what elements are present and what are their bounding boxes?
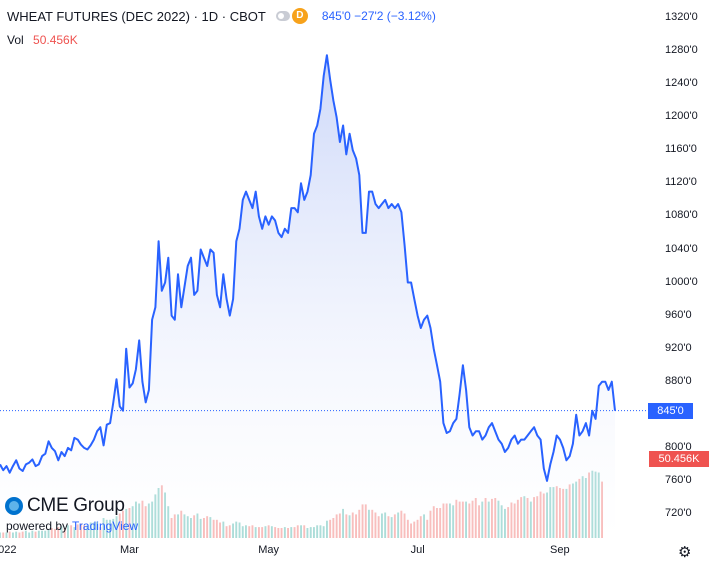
price-line bbox=[0, 54, 616, 482]
y-tick-label: 800'0 bbox=[665, 440, 692, 453]
gear-icon[interactable]: ⚙ bbox=[678, 544, 692, 561]
cme-globe-icon bbox=[5, 497, 23, 515]
price-change: 845'0 −27'2 (−3.12%) bbox=[321, 9, 436, 23]
tradingview-label: TradingView bbox=[72, 519, 139, 533]
y-tick-label: 880'0 bbox=[665, 374, 692, 387]
y-tick-label: 1320'0 bbox=[665, 11, 698, 23]
y-tick-label: 760'0 bbox=[665, 473, 692, 486]
dividend-badge[interactable]: D bbox=[291, 8, 308, 24]
y-tick-label: 1080'0 bbox=[665, 209, 698, 222]
powered-by-label: powered by bbox=[6, 519, 69, 533]
powered-by[interactable]: powered by TradingView bbox=[6, 519, 138, 533]
x-tick-label: 2022 bbox=[0, 544, 17, 556]
volume-value: 50.456K bbox=[33, 33, 78, 47]
visibility-toggle[interactable] bbox=[275, 11, 290, 21]
y-tick-label: 720'0 bbox=[665, 507, 692, 519]
y-tick-label: 1000'0 bbox=[665, 275, 698, 288]
price-area-fill bbox=[0, 55, 615, 538]
volume-label: Vol bbox=[7, 33, 24, 47]
y-tick-label: 920'0 bbox=[665, 341, 692, 354]
x-tick-label: Sep bbox=[550, 544, 570, 556]
brand-name: CME Group bbox=[27, 495, 125, 516]
last-volume-tag: 50.456K bbox=[649, 451, 709, 467]
y-tick-label: 1160'0 bbox=[665, 143, 697, 156]
chart-header: WHEAT FUTURES (DEC 2022) · 1D · CBOT D 8… bbox=[7, 8, 436, 24]
x-tick-label: Jul bbox=[410, 544, 425, 556]
y-tick-label: 960'0 bbox=[665, 308, 692, 321]
cme-logo[interactable]: CME Group bbox=[5, 495, 125, 517]
y-tick-label: 1200'0 bbox=[665, 110, 698, 123]
x-tick-label: May bbox=[258, 544, 279, 556]
x-tick-label: Mar bbox=[120, 544, 139, 556]
symbol-title[interactable]: WHEAT FUTURES (DEC 2022) · 1D · CBOT bbox=[7, 8, 266, 24]
y-tick-label: 1040'0 bbox=[665, 242, 698, 255]
y-tick-label: 1240'0 bbox=[665, 77, 698, 90]
volume-legend: Vol 50.456K bbox=[7, 33, 78, 47]
y-tick-label: 1280'0 bbox=[665, 44, 698, 57]
last-price-tag: 845'0 bbox=[648, 403, 693, 419]
y-tick-label: 1120'0 bbox=[665, 176, 697, 189]
